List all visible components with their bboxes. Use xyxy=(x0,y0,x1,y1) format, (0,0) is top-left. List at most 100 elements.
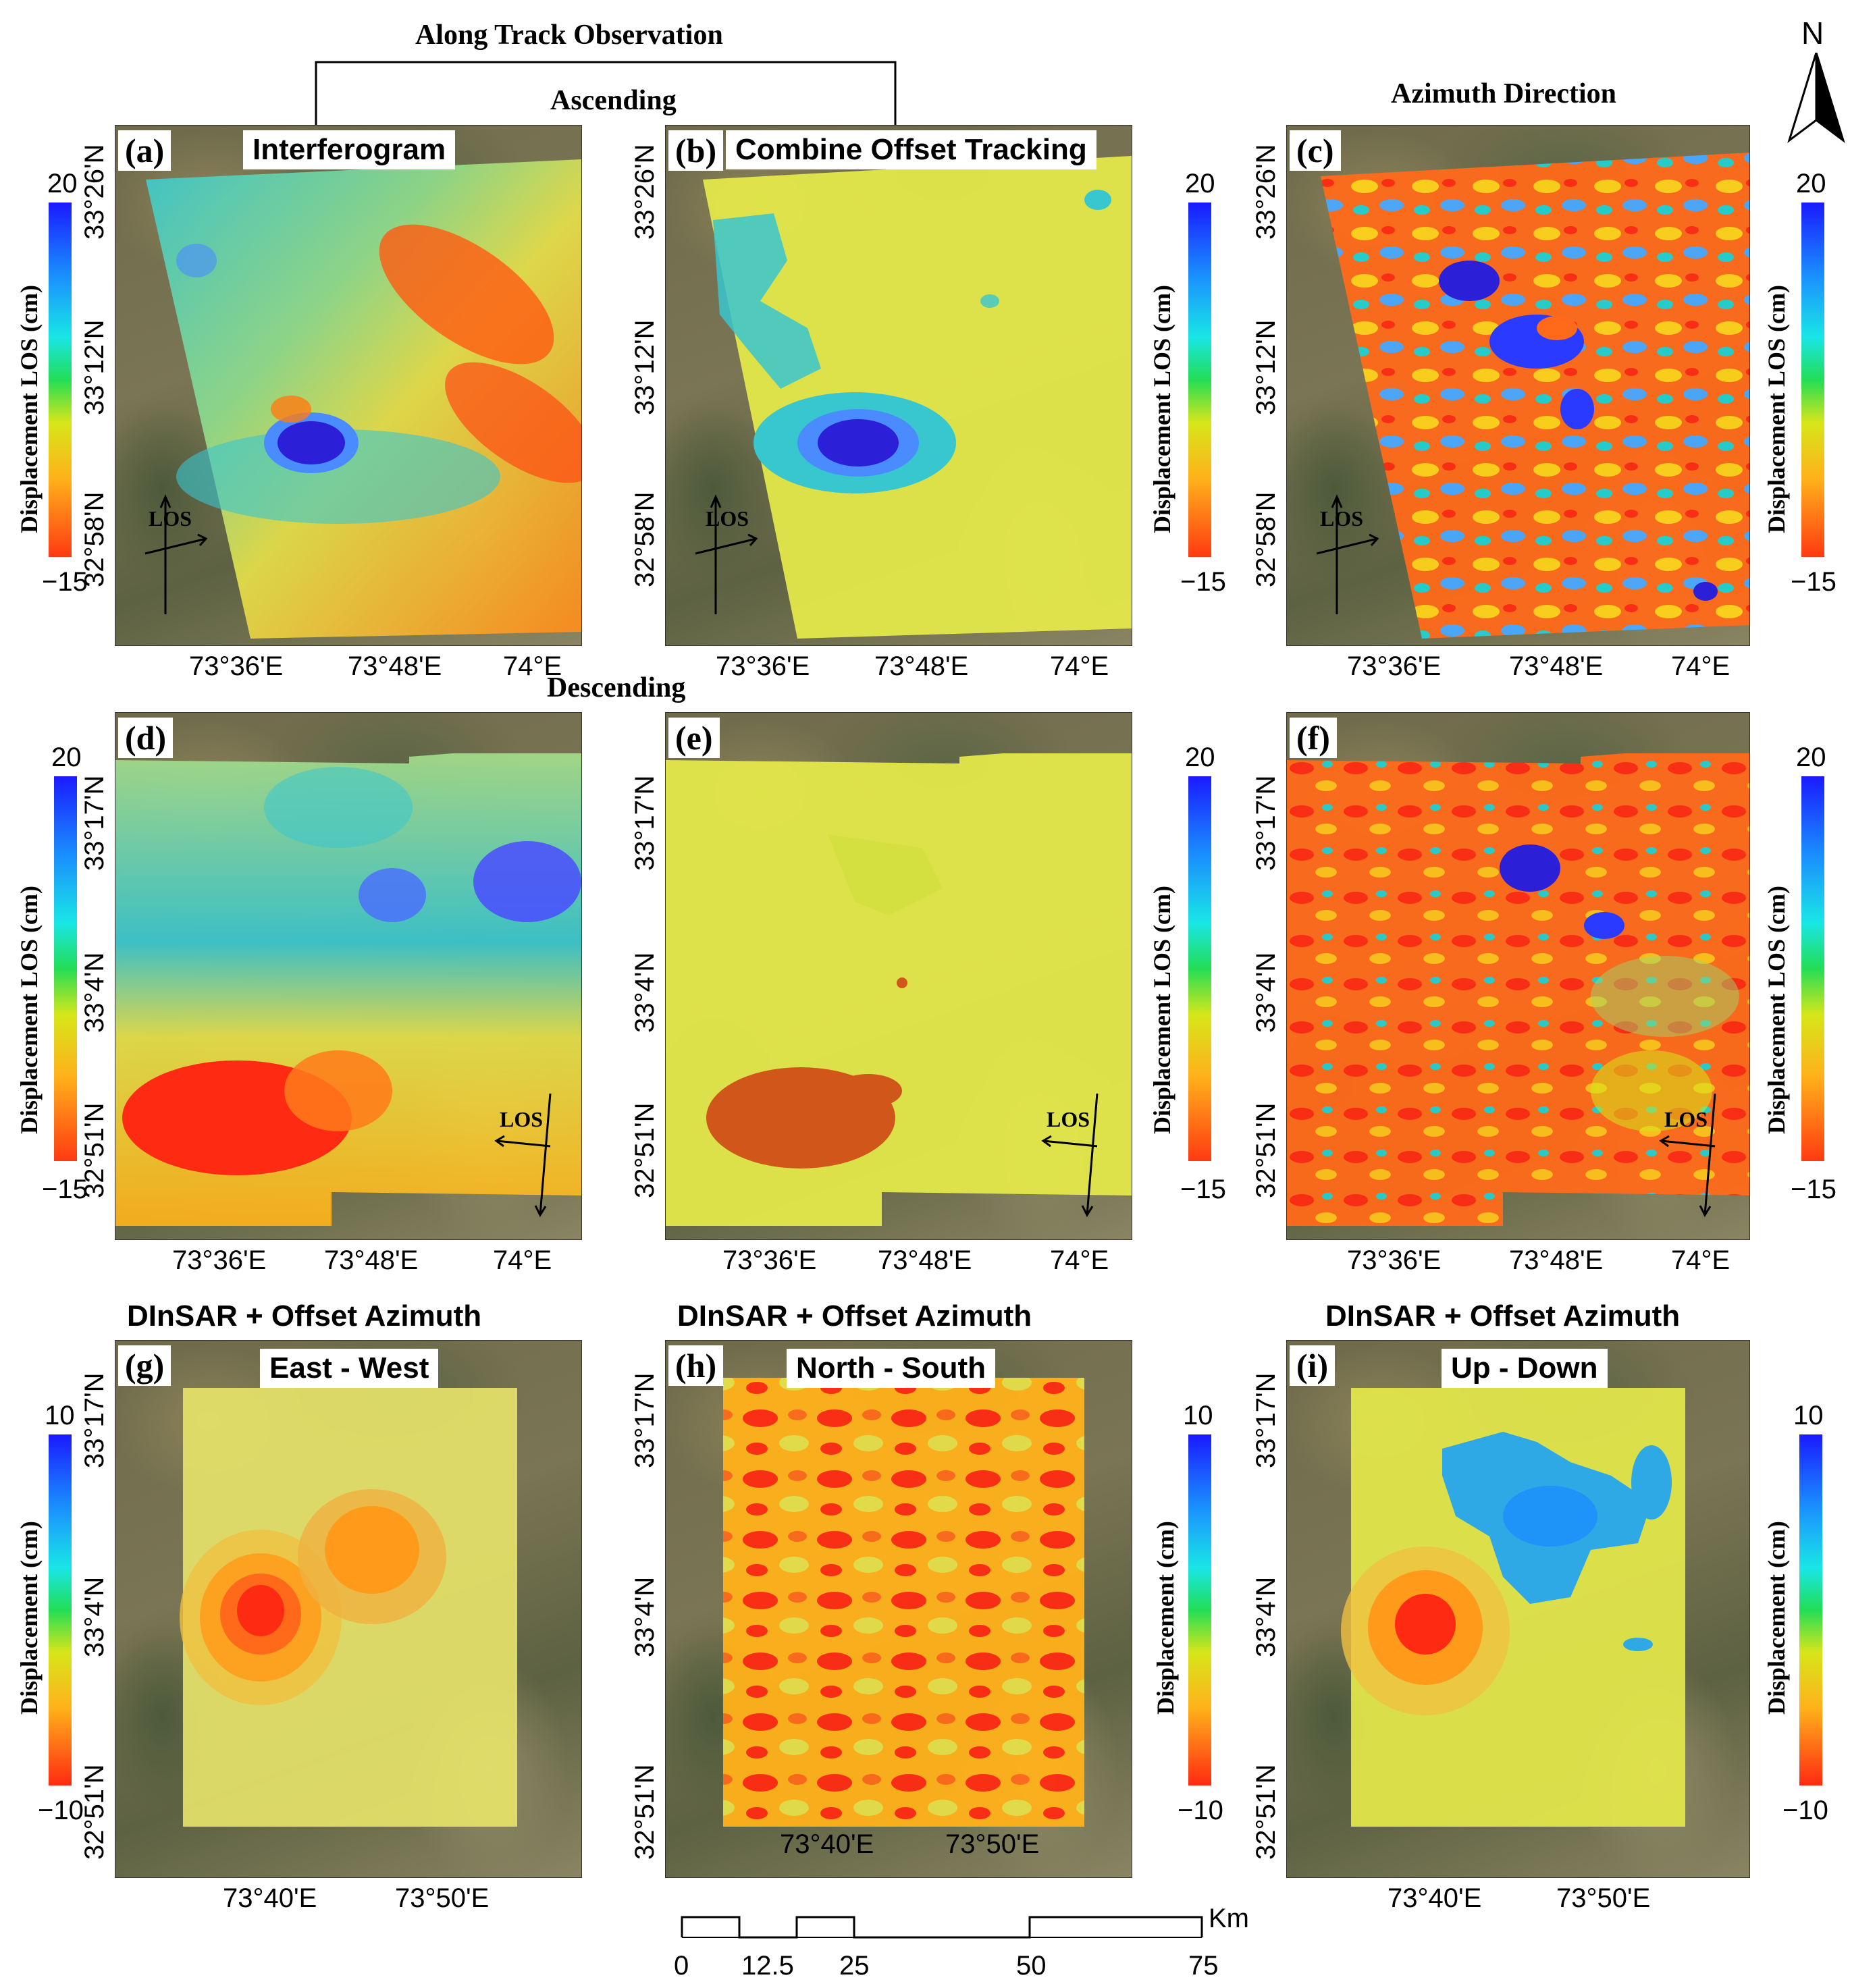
los-arrow-icon xyxy=(1316,494,1379,614)
tick-y-e-2: 33°4'N xyxy=(630,952,660,1033)
colorbar-g-max: 10 xyxy=(45,1401,75,1430)
panel-b-title: Combine Offset Tracking xyxy=(726,130,1096,169)
colorbar-i-min: −10 xyxy=(1782,1796,1828,1825)
scale-label-4: 75 xyxy=(1188,1951,1219,1981)
panel-d-label: (d) xyxy=(118,718,174,758)
panel-a-title: Interferogram xyxy=(243,130,456,169)
colorbar-a-title: Displacement LOS (cm) xyxy=(16,285,43,533)
colorbar-h xyxy=(1188,1434,1211,1785)
colorbar-d-title: Displacement LOS (cm) xyxy=(16,886,43,1134)
los-label-b: LOS xyxy=(706,506,749,531)
tick-x-f-3: 74°E xyxy=(1671,1245,1730,1275)
los-label-c: LOS xyxy=(1320,506,1364,531)
tick-x-e-3: 74°E xyxy=(1050,1245,1109,1275)
colorbar-i-max: 10 xyxy=(1793,1401,1824,1430)
tick-x-b-1: 73°36'E xyxy=(716,651,810,681)
tick-y-i-3: 32°51'N xyxy=(1251,1764,1281,1860)
colorbar-f-max: 20 xyxy=(1796,743,1826,772)
panel-h-label: (h) xyxy=(668,1345,724,1386)
tick-x-c-2: 73°48'E xyxy=(1509,651,1604,681)
los-arrow-icon xyxy=(695,494,758,614)
panel-f-label: (f) xyxy=(1290,718,1337,758)
panel-c-label: (c) xyxy=(1290,130,1341,171)
panel-e-label: (e) xyxy=(668,718,720,758)
colorbar-c xyxy=(1801,203,1824,557)
tick-x-f-1: 73°36'E xyxy=(1347,1245,1442,1275)
colorbar-i-title: Displacement (cm) xyxy=(1763,1521,1790,1715)
tick-y-d-2: 33°4'N xyxy=(80,952,109,1033)
tick-x-d-3: 74°E xyxy=(493,1245,552,1275)
tick-y-g-3: 32°51'N xyxy=(80,1764,109,1860)
along-track-title: Along Track Observation xyxy=(415,20,723,51)
ascending-title: Ascending xyxy=(550,85,677,116)
los-arrow-icon xyxy=(1659,1093,1716,1218)
tick-x-g-2: 73°50'E xyxy=(395,1883,490,1913)
colorbar-g-title: Displacement (cm) xyxy=(16,1521,43,1715)
colorbar-h-title: Displacement (cm) xyxy=(1152,1521,1179,1715)
los-label-e: LOS xyxy=(1047,1107,1090,1131)
tick-x-h-2: 73°50'E xyxy=(945,1829,1040,1859)
colorbar-i xyxy=(1799,1434,1822,1785)
scale-label-0: 0 xyxy=(674,1951,689,1981)
los-label-f: LOS xyxy=(1664,1107,1708,1131)
tick-y-h-2: 33°4'N xyxy=(630,1576,660,1657)
colorbar-c-min: −15 xyxy=(1791,567,1836,597)
colorbar-b-min: −15 xyxy=(1180,567,1226,597)
scale-label-2: 25 xyxy=(839,1951,870,1981)
colorbar-c-max: 20 xyxy=(1796,169,1826,198)
panel-g-title: East - West xyxy=(260,1349,439,1388)
colorbar-f xyxy=(1801,776,1824,1161)
north-arrow-icon xyxy=(1787,53,1845,143)
panel-a-label: (a) xyxy=(118,130,171,171)
tick-y-d-1: 33°17'N xyxy=(80,775,109,871)
panel-c-map xyxy=(1286,125,1750,646)
tick-x-e-2: 73°48'E xyxy=(878,1245,972,1275)
scale-bar xyxy=(681,1916,1203,1939)
tick-y-g-2: 33°4'N xyxy=(80,1576,109,1657)
tick-x-i-1: 73°40'E xyxy=(1388,1883,1482,1913)
colorbar-b-max: 20 xyxy=(1185,169,1215,198)
los-arrow-icon xyxy=(144,494,208,614)
los-label-a: LOS xyxy=(149,506,192,531)
panel-i-map xyxy=(1286,1340,1750,1878)
panel-a-map xyxy=(115,125,582,646)
tick-y-b-1: 33°26'N xyxy=(630,144,660,240)
tick-y-h-1: 33°17'N xyxy=(630,1372,660,1468)
panel-e-map xyxy=(665,712,1132,1240)
colorbar-a-max: 20 xyxy=(47,169,78,198)
tick-y-f-2: 33°4'N xyxy=(1251,952,1281,1033)
panel-g-heading: DInSAR + Offset Azimuth xyxy=(127,1299,482,1333)
tick-x-d-1: 73°36'E xyxy=(172,1245,267,1275)
tick-y-h-3: 32°51'N xyxy=(630,1764,660,1860)
tick-x-a-3: 74°E xyxy=(503,651,562,681)
tick-y-a-1: 33°26'N xyxy=(80,144,109,240)
colorbar-e-min: −15 xyxy=(1180,1175,1226,1204)
los-label-d: LOS xyxy=(500,1107,544,1131)
colorbar-g-min: −10 xyxy=(38,1796,84,1825)
colorbar-b xyxy=(1188,203,1211,557)
colorbar-b-title: Displacement LOS (cm) xyxy=(1148,285,1175,533)
panel-i-label: (i) xyxy=(1290,1345,1336,1386)
colorbar-f-min: −15 xyxy=(1791,1175,1836,1204)
colorbar-a-min: −15 xyxy=(42,567,88,597)
tick-x-f-2: 73°48'E xyxy=(1509,1245,1604,1275)
tick-x-c-3: 74°E xyxy=(1671,651,1730,681)
tick-y-g-1: 33°17'N xyxy=(80,1372,109,1468)
panel-f-map xyxy=(1286,712,1750,1240)
along-track-bracket xyxy=(315,61,897,125)
tick-y-i-1: 33°17'N xyxy=(1251,1372,1281,1468)
colorbar-h-max: 10 xyxy=(1183,1401,1213,1430)
los-arrow-icon xyxy=(494,1093,552,1218)
colorbar-e-max: 20 xyxy=(1185,743,1215,772)
tick-y-c-1: 33°26'N xyxy=(1251,144,1281,240)
tick-x-d-2: 73°48'E xyxy=(324,1245,419,1275)
tick-x-i-2: 73°50'E xyxy=(1556,1883,1651,1913)
panel-h-heading: DInSAR + Offset Azimuth xyxy=(677,1299,1032,1333)
scale-unit: Km xyxy=(1209,1904,1249,1933)
panel-h-map xyxy=(665,1340,1132,1878)
panel-i-heading: DInSAR + Offset Azimuth xyxy=(1325,1299,1681,1333)
panel-g-map xyxy=(115,1340,582,1878)
colorbar-g xyxy=(49,1434,72,1785)
colorbar-a xyxy=(49,203,72,557)
scale-label-3: 50 xyxy=(1016,1951,1047,1981)
